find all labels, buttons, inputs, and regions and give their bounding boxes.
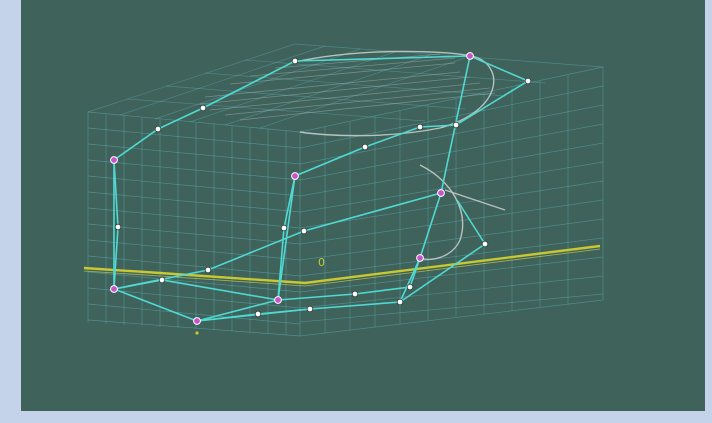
selected-control-points[interactable] (110, 52, 474, 325)
3d-viewport[interactable]: 0 (21, 0, 705, 411)
control-point[interactable] (306, 305, 314, 313)
selected-control-point[interactable] (110, 285, 118, 293)
control-point[interactable] (291, 57, 299, 65)
control-point[interactable] (199, 104, 207, 112)
control-point[interactable] (158, 276, 166, 284)
selected-control-point[interactable] (416, 254, 424, 262)
control-point[interactable] (280, 224, 288, 232)
control-point[interactable] (114, 223, 122, 231)
selected-control-point[interactable] (274, 296, 282, 304)
hull-surface-hatch (199, 53, 496, 121)
axis-marker-icon (195, 331, 199, 335)
control-point[interactable] (524, 77, 532, 85)
control-point[interactable] (416, 123, 424, 131)
control-point[interactable] (351, 290, 359, 298)
grid-front-face (87, 111, 301, 337)
control-point[interactable] (154, 125, 162, 133)
selected-control-point[interactable] (437, 189, 445, 197)
control-point[interactable] (254, 310, 262, 318)
viewport-background (21, 0, 705, 411)
waterline (83, 244, 601, 285)
selected-control-point[interactable] (466, 52, 474, 60)
selected-control-point[interactable] (110, 156, 118, 164)
hull-surface-curves (294, 50, 506, 261)
control-point[interactable] (361, 143, 369, 151)
grid-top-face (87, 43, 604, 129)
control-point[interactable] (481, 240, 489, 248)
control-point[interactable] (396, 298, 404, 306)
selected-control-point[interactable] (193, 317, 201, 325)
control-point[interactable] (452, 121, 460, 129)
origin-marker: 0 (318, 256, 325, 269)
control-point[interactable] (300, 227, 308, 235)
control-point[interactable] (204, 266, 212, 274)
selected-control-point[interactable] (291, 172, 299, 180)
control-point[interactable] (406, 283, 414, 291)
control-points[interactable] (114, 57, 532, 318)
